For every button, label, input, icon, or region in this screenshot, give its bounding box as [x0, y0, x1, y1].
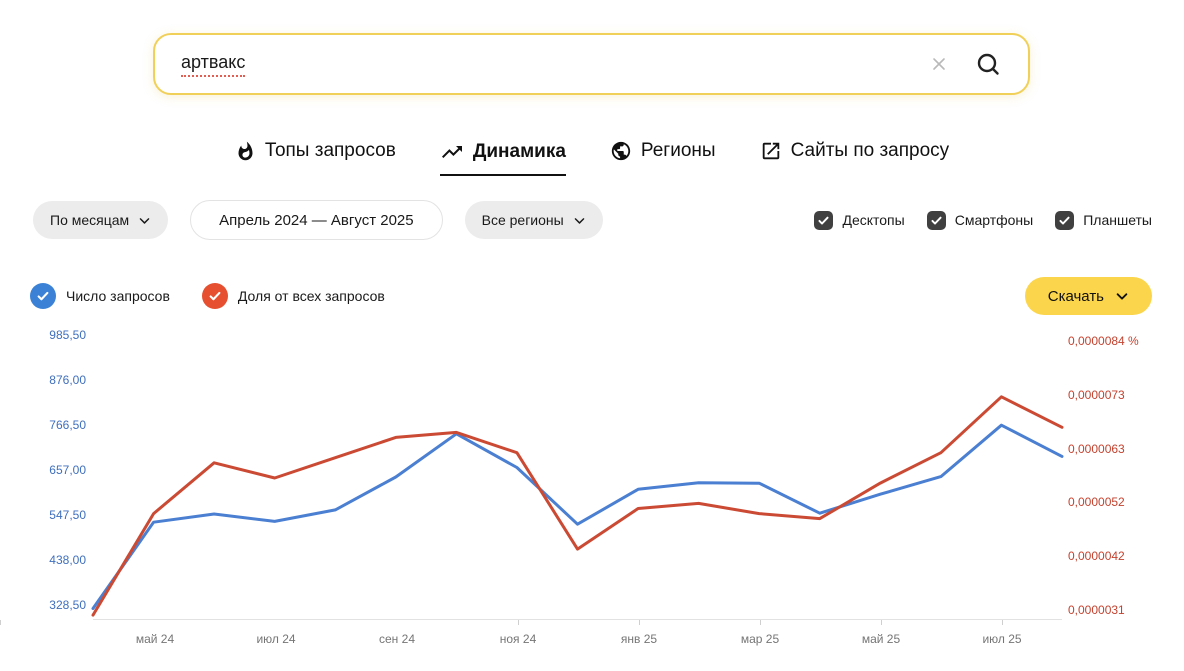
legend-check-icon [30, 283, 56, 309]
checkbox-desktops[interactable]: Десктопы [814, 210, 905, 230]
search-icon [977, 53, 999, 75]
axis-tick-label: 0,0000042 [1068, 549, 1125, 564]
x-axis-label: мар 25 [740, 632, 780, 646]
dynamics-chart: 985,50 876,00 766,50 657,00 547,50 438,0… [0, 320, 1184, 671]
search-bar[interactable]: артвакс [153, 33, 1030, 95]
checkbox-checked-icon [814, 210, 834, 230]
flame-icon [238, 141, 253, 160]
x-axis-tick [0, 620, 1, 625]
checkbox-tablets[interactable]: Планшеты [1055, 210, 1152, 230]
chevron-down-icon [139, 217, 150, 224]
tab-label: Сайты по запросу [790, 140, 950, 161]
x-axis-label: ноя 24 [499, 632, 537, 646]
legend-queries-count[interactable]: Число запросов [30, 283, 170, 309]
date-range-button[interactable]: Апрель 2024 — Август 2025 [190, 200, 443, 240]
x-axis-tick [1002, 620, 1003, 625]
tab-sites-by-query[interactable]: Сайты по запросу [760, 140, 950, 174]
clear-search-button[interactable] [929, 54, 949, 74]
legend-label: Доля от всех запросов [237, 288, 385, 304]
date-range-value: Апрель 2024 — Август 2025 [219, 211, 414, 229]
checkbox-checked-icon [1055, 210, 1075, 230]
checkbox-checked-icon [926, 210, 946, 230]
tab-top-queries[interactable]: Топы запросов [235, 140, 396, 174]
axis-tick-label: 0,0000063 [1068, 441, 1125, 456]
axis-tick-label: 0,0000073 [1068, 387, 1125, 402]
x-axis-line [93, 619, 1062, 620]
axis-tick-label: 0,0000031 [1068, 602, 1125, 617]
x-axis-label: май 25 [861, 632, 901, 646]
chevron-down-icon [574, 217, 584, 224]
regions-select[interactable]: Все регионы [464, 201, 603, 239]
grouping-select[interactable]: По месяцам [33, 201, 169, 239]
axis-tick-label: 985,50 [49, 328, 86, 342]
regions-value: Все регионы [481, 212, 564, 228]
trend-up-icon [441, 146, 462, 158]
tab-label: Динамика [472, 141, 566, 162]
axis-tick-label: 547,50 [49, 508, 86, 522]
axis-tick-label: 876,00 [49, 373, 86, 387]
legend-check-icon [201, 283, 228, 309]
chevron-down-icon [1116, 293, 1128, 300]
axis-tick-label: 0,0000052 [1068, 495, 1125, 510]
series-queries-count-line [91, 423, 1064, 610]
globe-icon [611, 141, 631, 161]
external-link-icon [762, 142, 779, 160]
x-axis-tick [760, 620, 761, 625]
tab-label: Топы запросов [264, 140, 396, 161]
line-plot [91, 395, 1064, 617]
x-axis-label: сен 24 [379, 632, 415, 646]
search-actions [929, 51, 1002, 78]
download-button[interactable]: Скачать [1024, 277, 1152, 315]
series-share-line [91, 395, 1064, 617]
search-input[interactable]: артвакс [181, 52, 246, 77]
legend-share-of-queries[interactable]: Доля от всех запросов [201, 283, 385, 309]
device-filters: Десктопы Смартфоны Планшеты [814, 210, 1152, 230]
checkbox-label: Десктопы [842, 212, 905, 228]
x-axis-label: май 24 [135, 632, 175, 646]
left-axis-labels: 985,50 876,00 766,50 657,00 547,50 438,0… [18, 327, 86, 613]
search-submit-button[interactable] [975, 51, 1002, 78]
legend-row: Число запросов Доля от всех запросов Ска… [30, 277, 1152, 315]
axis-tick-label: 766,50 [49, 418, 86, 432]
grouping-value: По месяцам [50, 212, 130, 228]
checkbox-label: Смартфоны [954, 212, 1034, 228]
legend-label: Число запросов [66, 288, 170, 304]
x-axis-tick [881, 620, 882, 625]
x-axis-label: янв 25 [620, 632, 658, 646]
tab-dynamics[interactable]: Динамика [439, 140, 566, 176]
download-label: Скачать [1047, 287, 1104, 305]
axis-tick-label: 0,0000084 % [1068, 334, 1139, 348]
tab-label: Регионы [640, 140, 716, 161]
axis-tick-label: 657,00 [49, 463, 86, 477]
close-icon [933, 58, 945, 70]
x-axis-tick [639, 620, 640, 625]
tabs: Топы запросов Динамика Регионы Сайты по … [0, 140, 1184, 176]
tab-regions[interactable]: Регионы [610, 140, 716, 174]
checkbox-label: Планшеты [1083, 212, 1152, 228]
x-axis-label: июл 25 [982, 632, 1022, 646]
axis-tick-label: 438,00 [49, 553, 86, 567]
checkbox-smartphones[interactable]: Смартфоны [926, 210, 1034, 230]
axis-tick-label: 328,50 [49, 598, 86, 612]
filter-row: По месяцам Апрель 2024 — Август 2025 Все… [33, 200, 1152, 240]
right-axis-labels: 0,0000084 % 0,0000073 0,0000063 0,000005… [1068, 333, 1168, 618]
x-axis-tick [518, 620, 519, 625]
x-axis-label: июл 24 [256, 632, 296, 646]
